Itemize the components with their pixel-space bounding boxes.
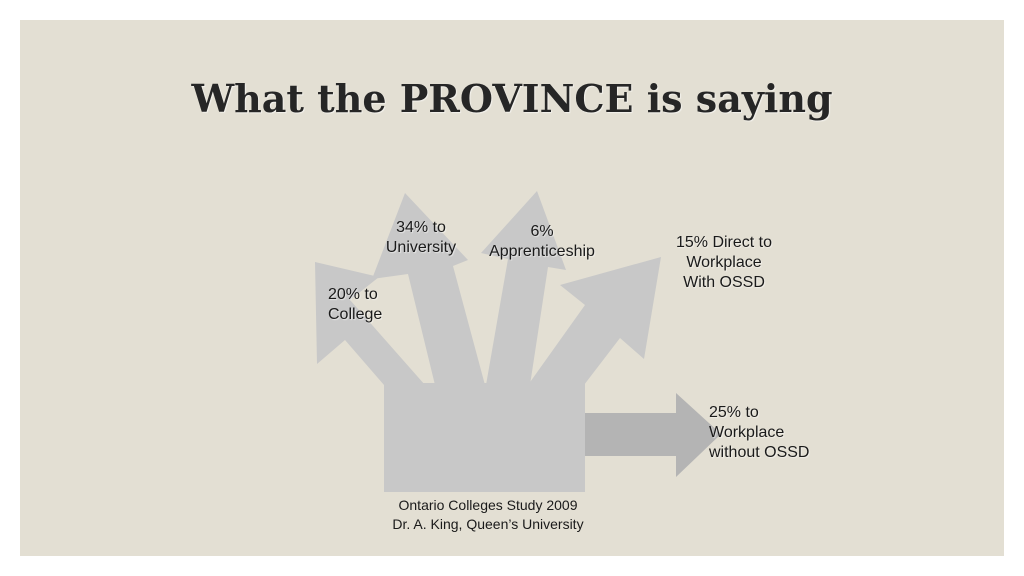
source-line-2: Dr. A. King, Queen’s University <box>392 516 584 532</box>
workplace-no-ossd-arrow <box>585 393 721 477</box>
label-university-line-1: 34% to <box>396 219 446 236</box>
label-apprenticeship-line-1: 6% <box>530 223 554 240</box>
label-apprenticeship: 6% Apprenticeship <box>478 222 606 262</box>
label-college-line-1: 20% to <box>328 286 378 303</box>
label-university-line-2: University <box>385 239 457 256</box>
label-college-line-2: College <box>328 306 383 323</box>
slide-title: What the PROVINCE is saying <box>191 76 833 121</box>
label-apprenticeship-line-2: Apprenticeship <box>489 243 595 260</box>
label-direct-workplace-line-2: Workplace <box>686 254 762 271</box>
label-direct-workplace-line-3: With OSSD <box>683 274 765 291</box>
source-citation: Ontario Colleges Study 2009 Dr. A. King,… <box>370 496 606 534</box>
label-workplace-no-ossd-line-3: without OSSD <box>709 444 810 461</box>
university-arrow <box>372 193 485 385</box>
label-university: 34% to University <box>372 218 470 258</box>
apprenticeship-arrow <box>481 191 566 385</box>
label-college: 20% to College <box>328 285 382 325</box>
label-workplace-no-ossd-line-1: 25% to <box>709 404 759 421</box>
label-workplace-no-ossd: 25% to Workplace without OSSD <box>709 403 809 463</box>
label-direct-workplace: 15% Direct to Workplace With OSSD <box>662 233 786 293</box>
base-block <box>384 383 585 492</box>
label-workplace-no-ossd-line-2: Workplace <box>709 424 785 441</box>
direct-workplace-arrow <box>528 257 661 385</box>
label-direct-workplace-line-1: 15% Direct to <box>675 234 773 251</box>
pathway-arrows <box>315 191 661 492</box>
source-line-1: Ontario Colleges Study 2009 <box>398 497 578 513</box>
college-arrow <box>315 262 425 385</box>
